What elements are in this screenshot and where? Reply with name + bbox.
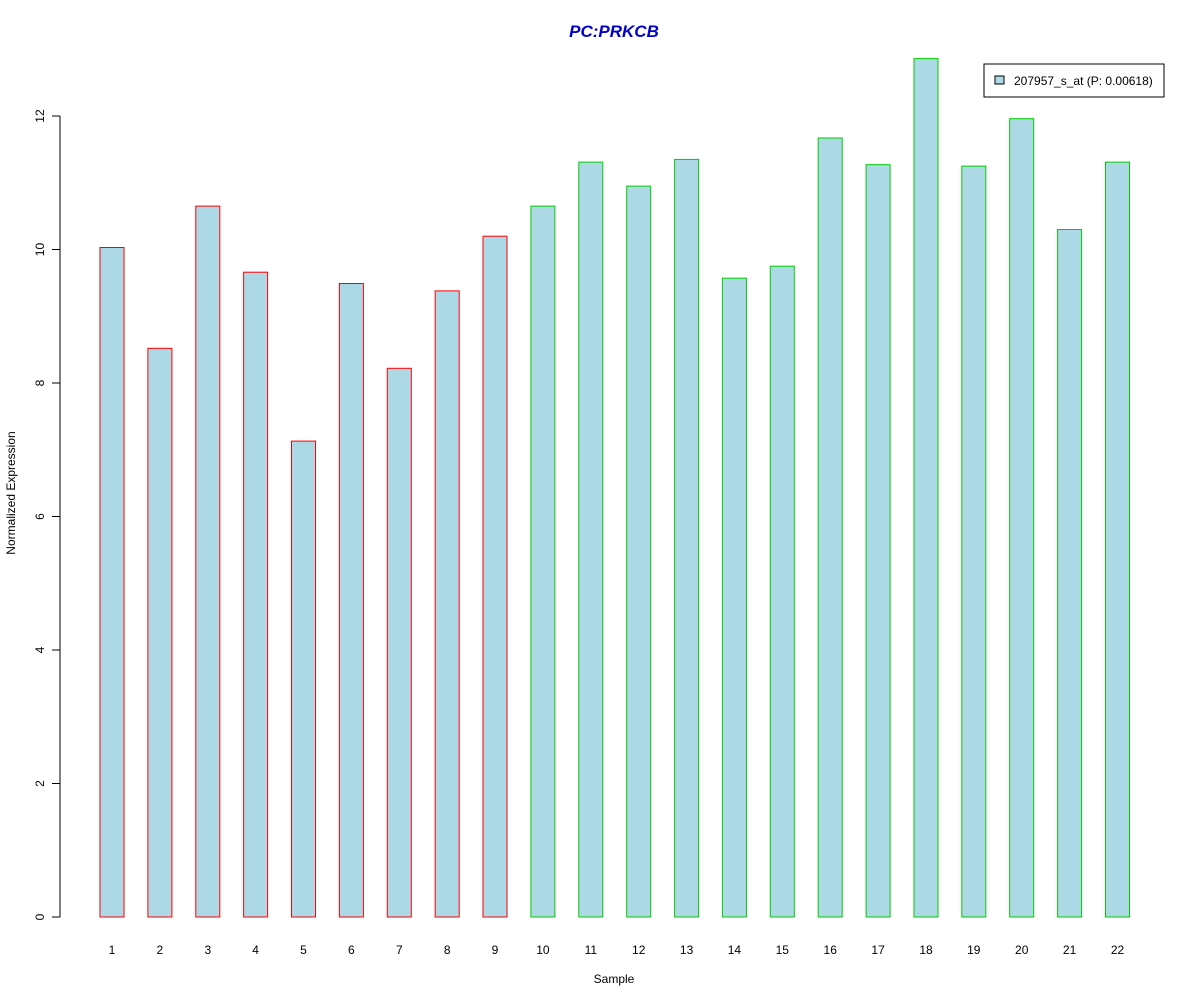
bar-sample-22 (1105, 161, 1130, 918)
bar-sample-19 (961, 165, 987, 918)
x-tick-label: 2 (157, 943, 164, 957)
x-tick-label: 17 (871, 943, 885, 957)
y-tick-label: 6 (33, 513, 47, 520)
bar-sample-7 (386, 367, 412, 918)
x-tick-label: 10 (536, 943, 550, 957)
y-tick-label: 8 (33, 379, 47, 386)
y-tick-label: 10 (33, 243, 47, 257)
bar-sample-21 (1057, 229, 1083, 918)
x-tick-label: 9 (492, 943, 499, 957)
y-tick-label: 4 (33, 646, 47, 653)
x-tick-label: 5 (300, 943, 307, 957)
bar-sample-3 (195, 205, 221, 918)
bar-sample-8 (434, 290, 460, 918)
x-tick-label: 21 (1063, 943, 1077, 957)
bar-sample-2 (147, 347, 173, 918)
bar-sample-10 (530, 205, 556, 918)
x-tick-label: 19 (967, 943, 981, 957)
bars-group (99, 58, 1130, 918)
bar-sample-13 (674, 158, 700, 918)
bar-sample-15 (769, 265, 795, 918)
y-tick-label: 2 (33, 780, 47, 787)
bar-sample-18 (913, 58, 939, 918)
x-tick-label: 15 (776, 943, 790, 957)
y-tick-label: 0 (33, 913, 47, 920)
bar-sample-14 (721, 277, 747, 918)
x-tick-label: 20 (1015, 943, 1029, 957)
x-tick-label: 18 (919, 943, 933, 957)
x-tick-label: 14 (728, 943, 742, 957)
y-axis: 0 2 4 6 8 10 12 (33, 109, 61, 920)
bar-sample-1 (99, 247, 125, 918)
x-tick-label: 7 (396, 943, 403, 957)
x-tick-label: 22 (1111, 943, 1125, 957)
legend: 207957_s_at (P: 0.00618) (983, 63, 1165, 98)
x-axis-label: Sample (594, 972, 635, 986)
y-axis-label: Normalized Expression (4, 431, 18, 554)
x-tick-label: 16 (824, 943, 838, 957)
x-tick-label: 1 (109, 943, 116, 957)
x-tick-label: 8 (444, 943, 451, 957)
x-tick-label: 13 (680, 943, 694, 957)
x-tick-label: 3 (204, 943, 211, 957)
bar-sample-16 (817, 137, 843, 918)
x-tick-label: 4 (252, 943, 259, 957)
bar-sample-12 (626, 185, 652, 918)
legend-swatch (994, 75, 1005, 85)
legend-label: 207957_s_at (P: 0.00618) (1014, 74, 1153, 88)
x-tick-label: 12 (632, 943, 646, 957)
bar-sample-9 (482, 235, 508, 918)
x-tick-label: 6 (348, 943, 355, 957)
bar-sample-6 (338, 283, 364, 918)
y-tick-label: 12 (33, 109, 47, 123)
bar-sample-5 (291, 440, 316, 918)
bar-sample-20 (1009, 118, 1035, 918)
bar-sample-17 (865, 164, 891, 918)
bar-sample-4 (243, 271, 269, 918)
bar-sample-11 (578, 161, 604, 918)
x-tick-labels: 1 2 3 4 5 6 7 8 9 10 11 12 13 14 15 16 17 18 19 20 21 22 (109, 943, 1125, 957)
chart-title: PC:PRKCB (569, 22, 659, 41)
legend-box (983, 63, 1165, 98)
x-tick-label: 11 (585, 943, 598, 957)
